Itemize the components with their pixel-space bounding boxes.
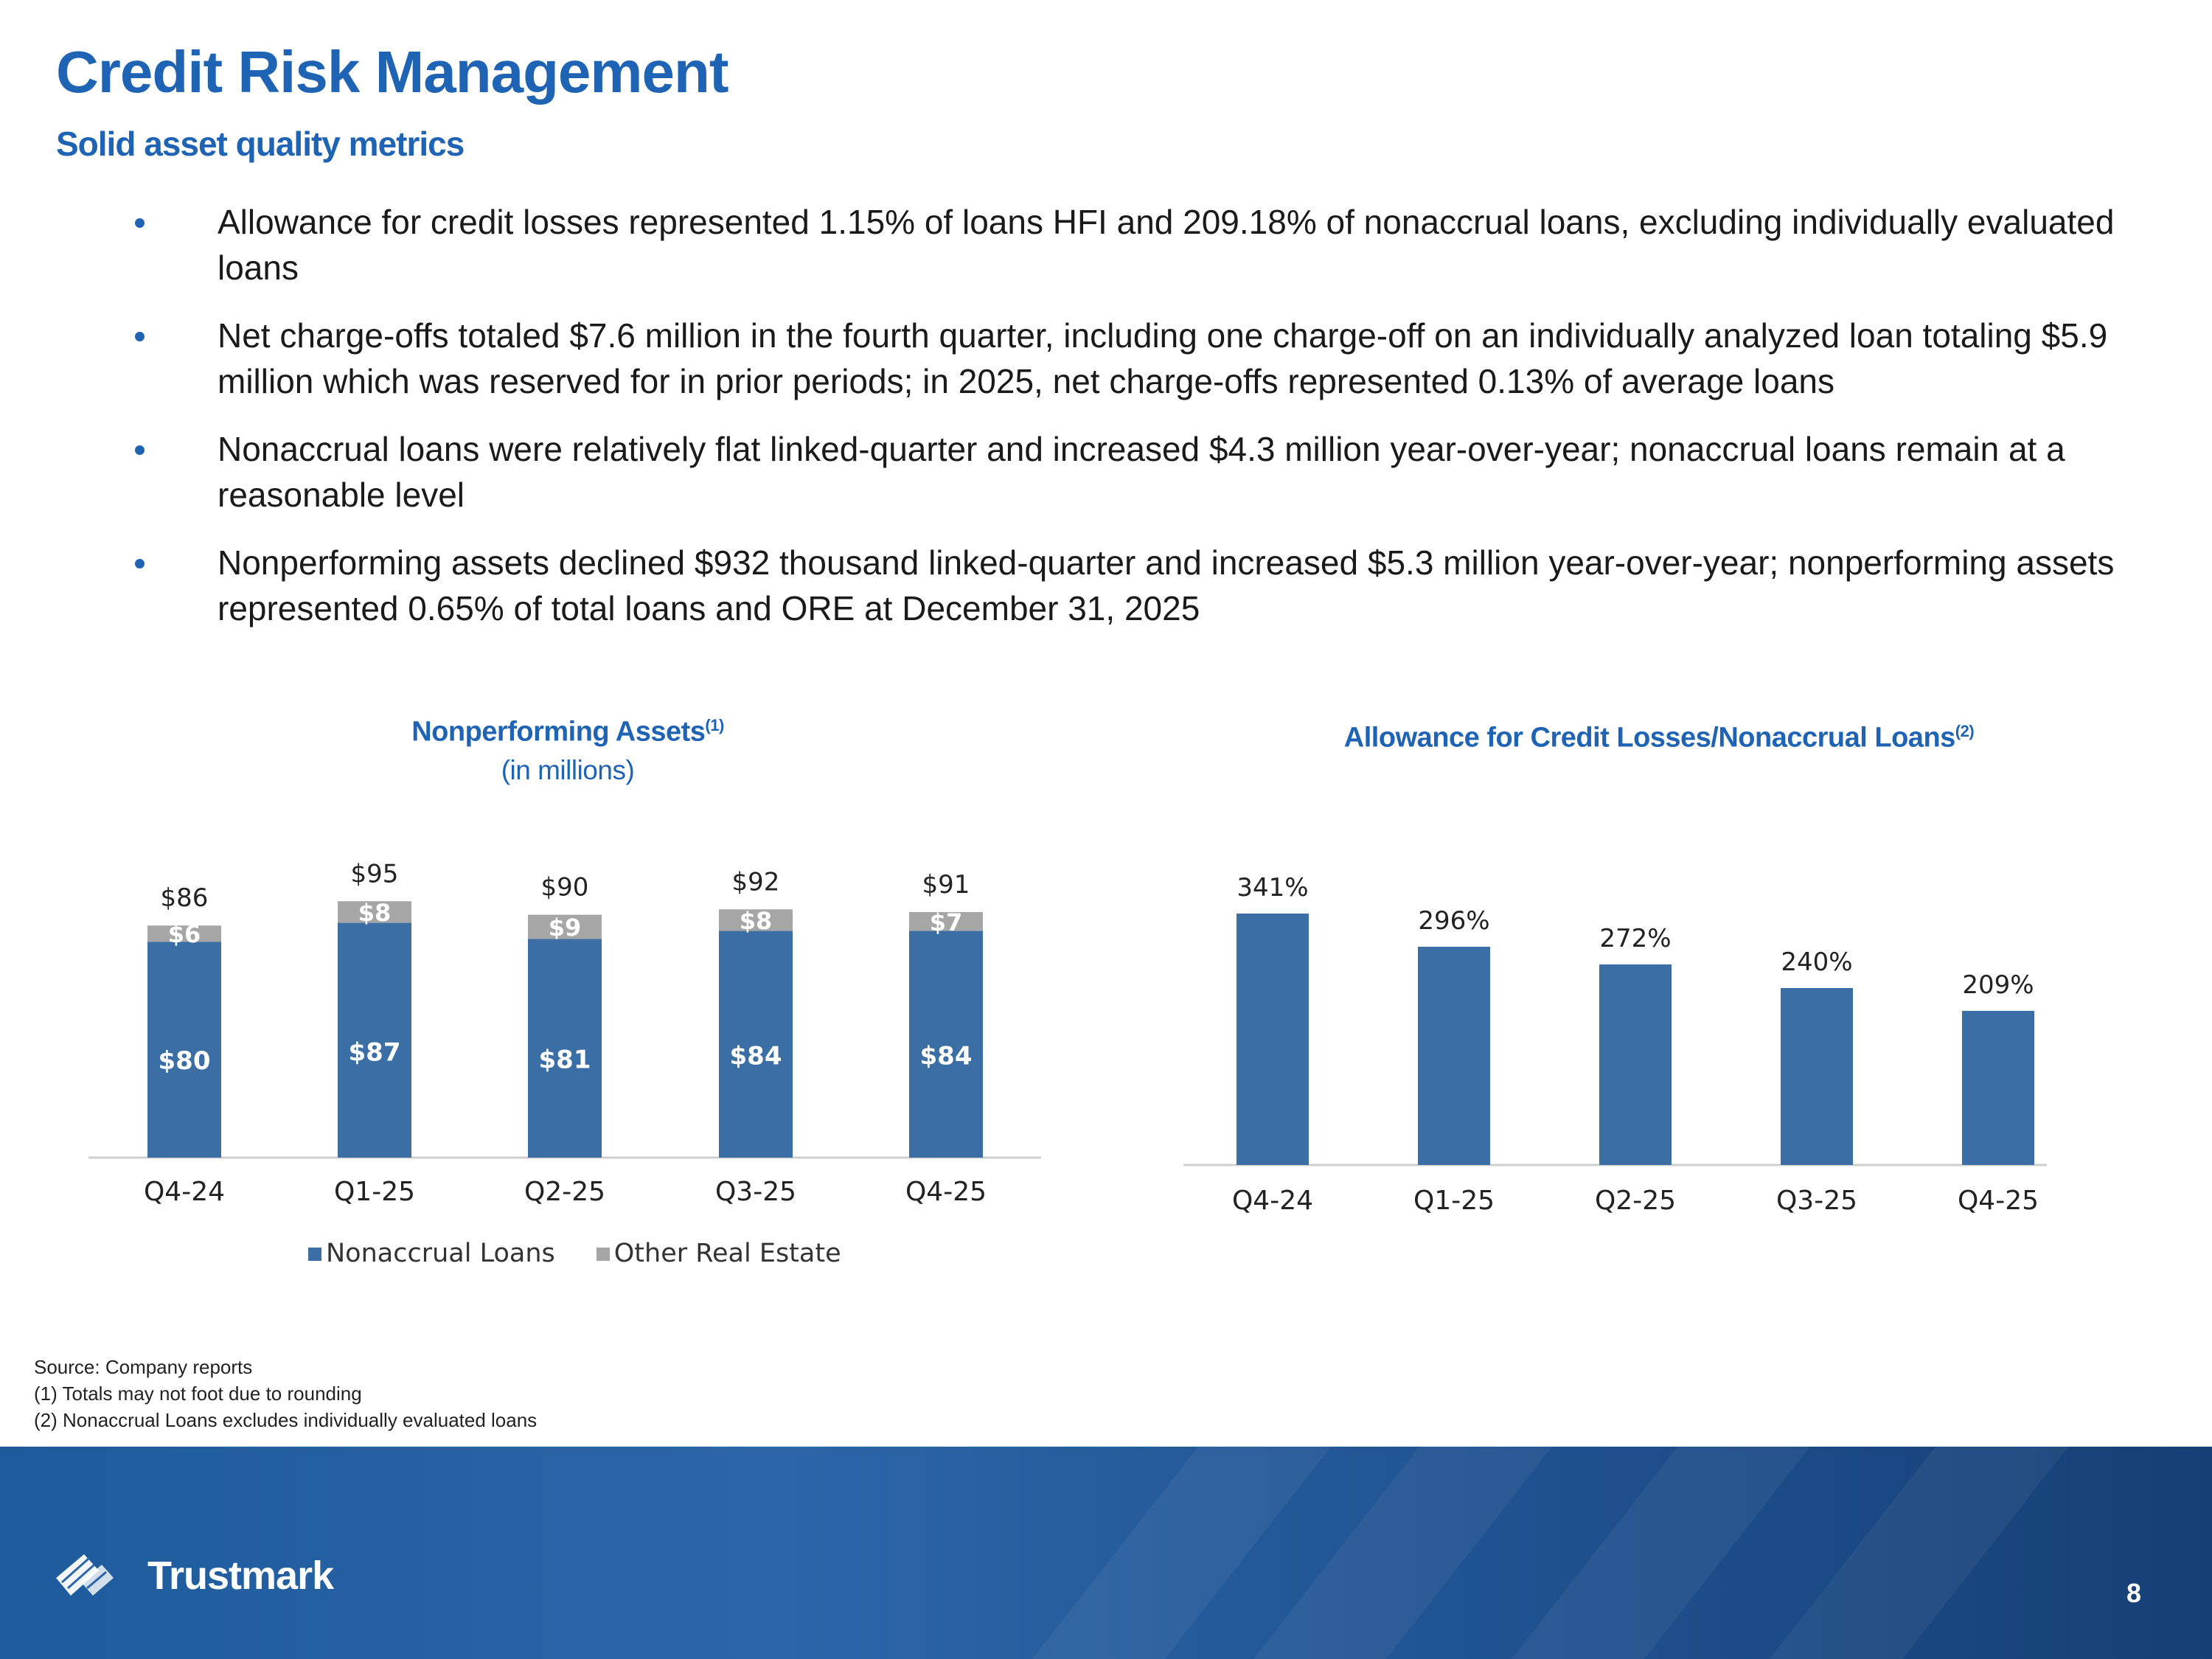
npa-chart-unit: (in millions) (501, 754, 635, 785)
npa-chart-title-note: (1) (705, 716, 724, 734)
slide-subtitle: Solid asset quality metrics (56, 125, 465, 163)
npa-bar-nonaccrual (528, 939, 602, 1158)
acl-value-label: 209% (1962, 970, 2034, 1000)
npa-label-nonaccrual: $87 (349, 1038, 401, 1068)
bullet-item: Allowance for credit losses represented … (0, 199, 2138, 291)
npa-label-nonaccrual: $84 (730, 1042, 782, 1071)
acl-bar (1599, 964, 1672, 1165)
footnotes: Source: Company reports (1) Totals may n… (34, 1354, 537, 1433)
acl-bar (1418, 947, 1490, 1165)
bullet-list: Allowance for credit losses represented … (0, 199, 2138, 653)
acl-chart-title: Allowance for Credit Losses/Nonaccrual L… (1180, 712, 2138, 757)
npa-label-total: $86 (161, 883, 209, 913)
npa-label-total: $91 (922, 870, 970, 900)
slide-title: Credit Risk Management (56, 39, 729, 105)
npa-label-total: $90 (541, 873, 589, 902)
acl-tick-label: Q4-24 (1232, 1186, 1313, 1216)
page-number: 8 (2126, 1578, 2141, 1608)
bullet-item: Nonaccrual loans were relatively flat li… (0, 426, 2138, 518)
npa-tick-label: Q3-25 (715, 1177, 796, 1207)
acl-chart-title-note: (2) (1955, 722, 1975, 740)
npa-tick-label: Q4-24 (144, 1177, 225, 1207)
logo-text: Trustmark (147, 1554, 334, 1598)
npa-label-ore: $6 (168, 920, 201, 948)
acl-tick-label: Q4-25 (1958, 1186, 2039, 1216)
bullet-dot-icon (135, 559, 145, 568)
npa-bar-ore (147, 925, 221, 942)
npa-label-total: $92 (732, 867, 780, 897)
acl-bar (1237, 914, 1309, 1165)
npa-bar-ore (528, 914, 602, 939)
npa-bar-nonaccrual (338, 922, 411, 1158)
acl-value-label: 341% (1237, 873, 1308, 902)
bullet-dot-icon (135, 218, 145, 228)
acl-tick-label: Q1-25 (1413, 1186, 1495, 1216)
legend-item-nonaccrual: Nonaccrual Loans (308, 1239, 555, 1268)
legend-item-ore: Other Real Estate (596, 1239, 841, 1268)
trustmark-logo: Trustmark (56, 1550, 334, 1601)
bullet-text: Nonperforming assets declined $932 thous… (218, 543, 2115, 627)
legend-swatch-nonaccrual (308, 1248, 321, 1261)
footnote-2: (2) Nonaccrual Loans excludes individual… (34, 1409, 538, 1431)
bullet-text: Allowance for credit losses represented … (218, 203, 2115, 287)
bullet-item: Net charge-offs totaled $7.6 million in … (0, 313, 2138, 404)
acl-tick-label: Q3-25 (1776, 1186, 1857, 1216)
npa-chart-legend: Nonaccrual Loans Other Real Estate (308, 1239, 841, 1268)
npa-chart-title-text: Nonperforming Assets (411, 716, 706, 748)
npa-tick-label: Q1-25 (334, 1177, 415, 1207)
bullet-dot-icon (135, 445, 145, 455)
npa-bar-ore (719, 909, 793, 931)
charts-canvas: $80 $6 $86 Q4-24 $87 $8 $95 Q1-25 $81 $9 $90 Q2-25 $… (88, 859, 2047, 1216)
acl-value-label: 272% (1599, 924, 1671, 953)
acl-bar (1962, 1011, 2034, 1165)
acl-tick-label: Q2-25 (1595, 1186, 1676, 1216)
acl-bar (1781, 988, 1853, 1165)
npa-bar-nonaccrual (147, 942, 221, 1158)
footnote-1: (1) Totals may not foot due to rounding (34, 1382, 362, 1405)
acl-value-label: 296% (1418, 906, 1489, 936)
npa-label-nonaccrual: $84 (920, 1042, 973, 1071)
acl-chart-title-text: Allowance for Credit Losses/Nonaccrual L… (1343, 722, 1956, 754)
bullet-item: Nonperforming assets declined $932 thous… (0, 540, 2138, 631)
npa-bar-ore (338, 901, 411, 923)
npa-label-ore: $8 (740, 907, 773, 935)
trustmark-logo-icon (56, 1554, 114, 1596)
legend-swatch-ore (596, 1248, 610, 1261)
npa-tick-label: Q4-25 (905, 1177, 987, 1207)
npa-chart-title: Nonperforming Assets(1) (in millions) (221, 706, 914, 790)
bullet-dot-icon (135, 332, 145, 341)
npa-tick-label: Q2-25 (524, 1177, 605, 1207)
npa-label-ore: $8 (358, 899, 392, 927)
npa-label-ore: $7 (930, 908, 963, 936)
bullet-text: Net charge-offs totaled $7.6 million in … (218, 316, 2108, 400)
npa-bar-nonaccrual (719, 931, 793, 1158)
npa-label-nonaccrual: $80 (159, 1046, 211, 1076)
legend-label-ore: Other Real Estate (613, 1239, 841, 1268)
acl-value-label: 240% (1781, 947, 1852, 977)
legend-label-nonaccrual: Nonaccrual Loans (326, 1239, 555, 1268)
bullet-text: Nonaccrual loans were relatively flat li… (218, 430, 2065, 514)
npa-bar-ore (909, 911, 983, 931)
npa-label-nonaccrual: $81 (539, 1046, 591, 1075)
npa-label-total: $95 (351, 859, 399, 888)
footer-banner: Trustmark 8 (0, 1447, 2212, 1659)
npa-bar-nonaccrual (909, 931, 983, 1158)
footnote-source: Source: Company reports (34, 1356, 253, 1378)
npa-label-ore: $9 (549, 914, 582, 942)
